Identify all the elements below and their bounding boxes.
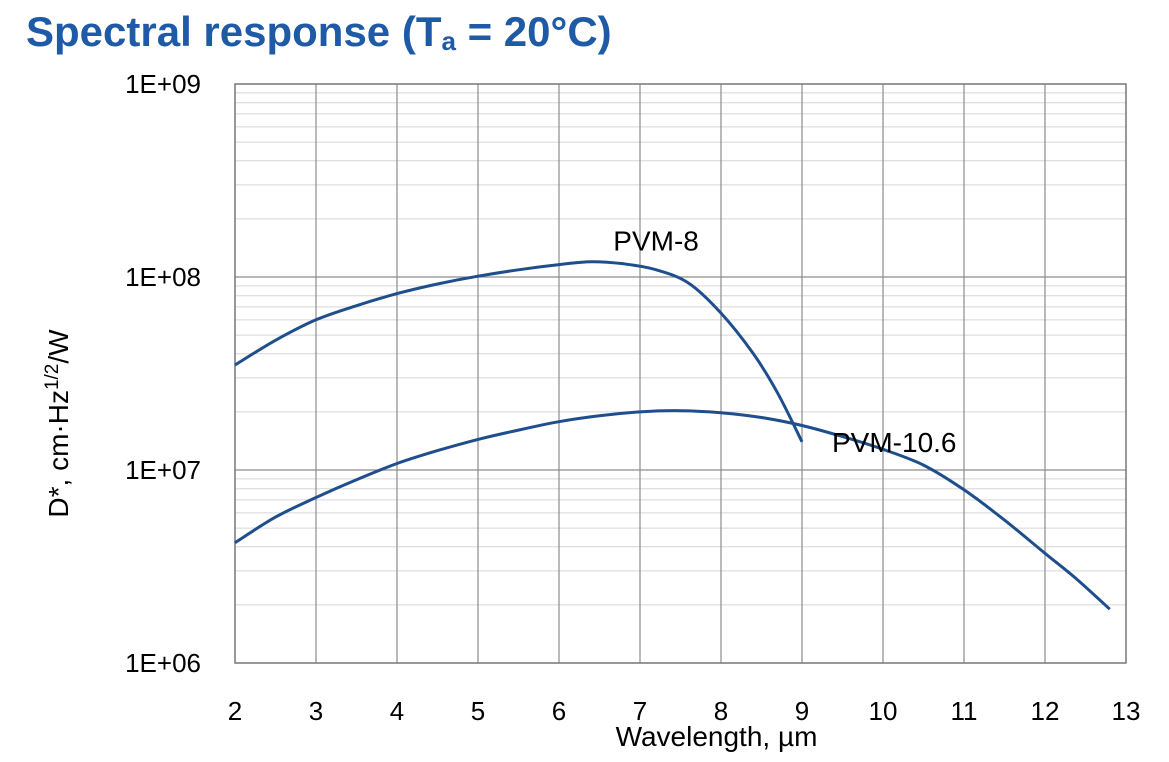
chart-title-subscript: a — [441, 26, 456, 56]
x-tick-labels: 2 3 4 5 6 7 8 9 10 11 12 13 — [228, 696, 1141, 726]
series-line-pvm-10-6 — [234, 409, 1111, 611]
y-axis-label-superscript: 1/2 — [42, 364, 63, 390]
series-label-pvm-10-6: PVM-10.6 — [832, 427, 957, 458]
y-tick-label: 1E+09 — [125, 69, 201, 99]
x-tick-label: 7 — [633, 696, 647, 726]
y-tick-label: 1E+06 — [125, 648, 201, 678]
y-axis-label: D*, cm·Hz1/2/W — [42, 329, 74, 518]
x-tick-label: 10 — [869, 696, 898, 726]
x-tick-label: 5 — [471, 696, 485, 726]
x-tick-label: 6 — [552, 696, 566, 726]
series-label-pvm-8: PVM-8 — [613, 225, 699, 256]
series-group — [234, 260, 1111, 611]
y-axis-label-main: D*, cm·Hz — [43, 390, 74, 518]
x-tick-label: 3 — [309, 696, 323, 726]
x-tick-label: 12 — [1031, 696, 1060, 726]
y-tick-label: 1E+07 — [125, 455, 201, 485]
x-axis-label: Wavelength, µm — [616, 721, 818, 752]
x-tick-label: 8 — [714, 696, 728, 726]
x-tick-label: 2 — [228, 696, 242, 726]
chart-title-prefix: Spectral response (T — [26, 8, 442, 55]
chart-title: Spectral response (Ta = 20°C) — [26, 4, 612, 69]
plot-frame — [234, 83, 1127, 664]
series-labels: PVM-8 PVM-10.6 — [613, 225, 956, 458]
x-tick-label: 9 — [795, 696, 809, 726]
y-tick-label: 1E+08 — [125, 262, 201, 292]
chart-title-suffix: = 20°C) — [455, 8, 612, 55]
x-tick-label: 11 — [951, 696, 978, 726]
x-tick-label: 13 — [1112, 696, 1141, 726]
minor-grid — [235, 92, 1126, 606]
major-grid — [234, 83, 1127, 664]
y-tick-labels: 1E+06 1E+07 1E+08 1E+09 — [125, 69, 201, 678]
y-axis-label-unit: /W — [43, 329, 74, 364]
x-tick-label: 4 — [390, 696, 404, 726]
series-line-pvm-8 — [234, 260, 804, 443]
